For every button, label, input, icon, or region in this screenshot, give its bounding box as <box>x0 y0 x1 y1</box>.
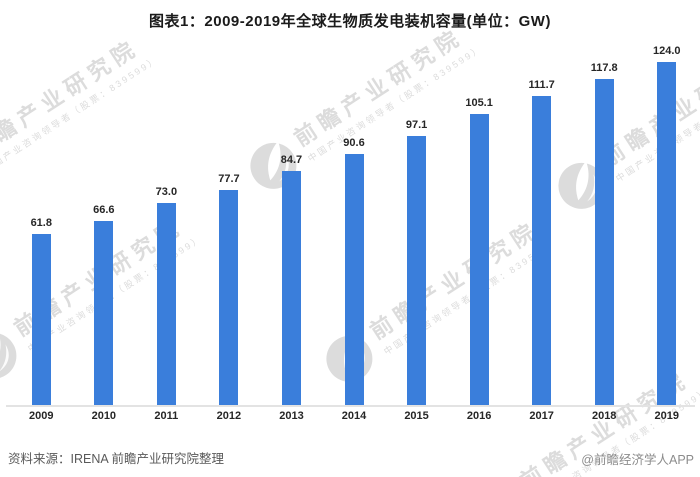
bar <box>594 79 614 405</box>
x-axis-line <box>6 405 695 407</box>
bar-value-label: 66.6 <box>93 204 115 216</box>
bar <box>281 171 301 405</box>
bar-value-label: 84.7 <box>280 154 303 166</box>
bar-value-label: 111.7 <box>528 79 555 91</box>
bar-value-label: 73.0 <box>155 186 178 198</box>
x-axis-label: 2015 <box>404 410 429 422</box>
bar-plot-area: 61.8 66.6 73.0 77.7 84.7 90.6 97.1 105.1 111.7 11… <box>10 40 698 405</box>
bar-group-2015: 97.1 <box>385 40 448 405</box>
bar-group-2018: 117.8 <box>573 40 636 405</box>
bar-group-2016: 105.1 <box>448 40 511 405</box>
bar <box>407 136 427 405</box>
bar-value-label: 124.0 <box>652 45 681 57</box>
bar-group-2010: 66.6 <box>73 40 136 405</box>
bar-value-label: 117.8 <box>590 62 618 74</box>
bar-group-2013: 84.7 <box>260 40 323 405</box>
bar-group-2009: 61.8 <box>10 40 73 405</box>
bar <box>469 114 489 405</box>
bar <box>657 62 677 405</box>
x-axis-label: 2009 <box>29 410 54 422</box>
x-axis-label: 2012 <box>216 410 242 422</box>
source-note: 资料来源：IRENA 前瞻产业研究院整理 <box>8 452 224 466</box>
x-axis-label: 2018 <box>591 410 617 422</box>
bar-group-2011: 73.0 <box>135 40 198 405</box>
bar-group-2019: 124.0 <box>635 40 698 405</box>
bar-group-2017: 111.7 <box>510 40 573 405</box>
x-axis-label: 2011 <box>154 410 179 422</box>
bar-group-2014: 90.6 <box>323 40 386 405</box>
x-axis-label: 2019 <box>654 410 679 422</box>
bar <box>532 96 552 405</box>
chart-title: 图表1：2009-2019年全球生物质发电装机容量(单位：GW) <box>149 13 551 30</box>
bar <box>344 154 364 405</box>
x-axis-label: 2016 <box>466 410 492 422</box>
x-axis-label: 2013 <box>279 410 304 422</box>
bar <box>94 221 114 405</box>
bar-value-label: 90.6 <box>343 137 365 149</box>
credit-note: @前瞻经济学人APP <box>581 453 694 467</box>
x-axis-labels: 2009 2010 2011 2012 2013 2014 2015 2016 2017 2018… <box>10 410 698 422</box>
bar <box>219 190 239 405</box>
bar <box>156 203 176 405</box>
bar-value-label: 61.8 <box>30 217 52 229</box>
bar <box>31 234 51 405</box>
bar-value-label: 97.1 <box>405 119 428 131</box>
bar-group-2012: 77.7 <box>198 40 261 405</box>
x-axis-label: 2017 <box>529 410 554 422</box>
x-axis-label: 2010 <box>91 410 117 422</box>
x-axis-label: 2014 <box>341 410 367 422</box>
bar-value-label: 105.1 <box>465 97 493 109</box>
bar-value-label: 77.7 <box>218 173 240 185</box>
